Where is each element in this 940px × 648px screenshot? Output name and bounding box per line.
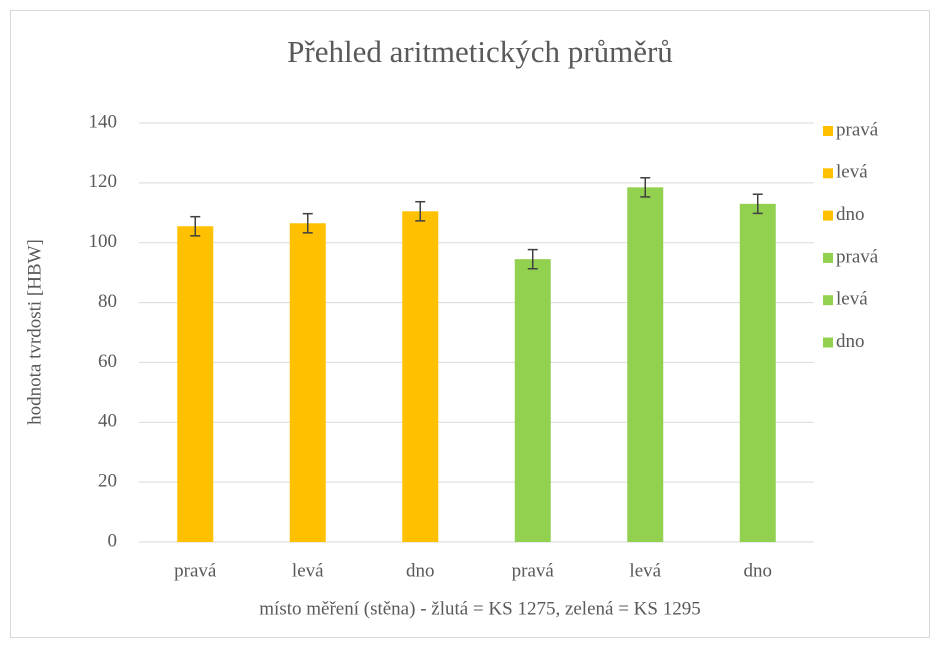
legend-swatch <box>823 210 833 221</box>
legend-swatch <box>823 337 833 348</box>
legend-label: dno <box>836 204 865 225</box>
x-tick-label: levá <box>292 560 324 581</box>
bar <box>627 187 664 542</box>
legend-swatch <box>823 126 833 136</box>
y-tick-label: 140 <box>89 111 118 132</box>
y-tick-label: 0 <box>108 530 118 551</box>
legend-label: pravá <box>836 246 879 267</box>
y-tick-label: 60 <box>98 351 117 372</box>
legend-label: levá <box>836 162 868 183</box>
chart-title: Přehled aritmetických průměrů <box>287 34 673 69</box>
x-tick-label: levá <box>629 560 661 581</box>
legend-swatch <box>823 295 833 306</box>
x-axis-label: místo měření (stěna) - žlutá = KS 1275, … <box>259 598 700 619</box>
x-tick-label: dno <box>744 560 773 581</box>
x-tick-label: pravá <box>512 560 555 581</box>
legend-swatch <box>823 168 833 179</box>
bar <box>739 203 776 543</box>
y-tick-label: 40 <box>98 411 117 432</box>
chart-border <box>10 10 930 638</box>
y-tick-label: 20 <box>98 471 117 492</box>
bar <box>177 226 214 542</box>
y-axis-label: hodnota tvrdosti [HBW] <box>24 239 45 425</box>
x-tick-label: pravá <box>174 560 217 581</box>
y-tick-label: 80 <box>98 291 117 312</box>
bar <box>402 211 439 542</box>
legend-label: dno <box>836 331 865 352</box>
bar <box>514 259 551 542</box>
bar <box>289 223 326 542</box>
y-tick-label: 120 <box>89 171 118 192</box>
y-tick-label: 100 <box>89 231 118 252</box>
legend-label: levá <box>836 289 868 310</box>
legend-swatch <box>823 252 833 263</box>
x-tick-label: dno <box>406 560 435 581</box>
legend-label: pravá <box>836 119 879 140</box>
